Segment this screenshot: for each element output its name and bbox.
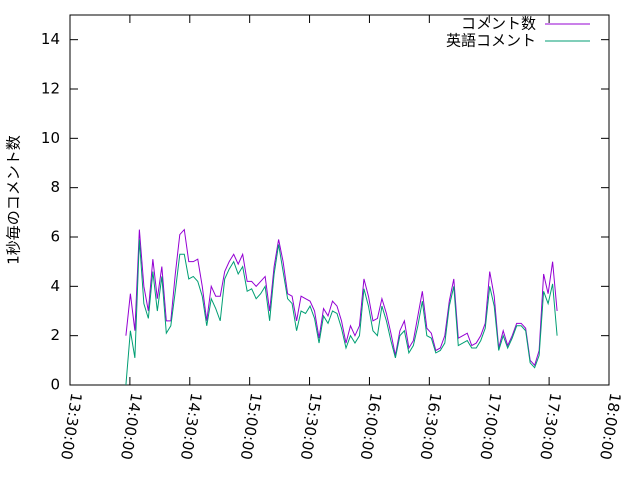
y-tick-label: 6 bbox=[50, 228, 60, 246]
data-line bbox=[125, 239, 558, 386]
x-tick-label: 17:00:00 bbox=[476, 392, 504, 461]
x-tick-label: 14:00:00 bbox=[117, 392, 145, 461]
y-tick-label: 14 bbox=[41, 30, 60, 48]
x-tick-label: 16:00:00 bbox=[357, 392, 385, 461]
legend-label: コメント数 bbox=[461, 15, 536, 33]
y-tick-label: 4 bbox=[50, 277, 60, 295]
y-tick-label: 10 bbox=[41, 129, 60, 147]
x-tick-label: 15:30:00 bbox=[297, 392, 325, 461]
y-axis-label: 1秒毎のコメント数 bbox=[5, 135, 23, 265]
x-tick-label: 15:00:00 bbox=[237, 392, 265, 461]
legend-label: 英語コメント bbox=[446, 32, 536, 50]
x-tick-label: 13:30:00 bbox=[57, 392, 85, 461]
y-tick-label: 8 bbox=[50, 178, 60, 196]
y-tick-label: 2 bbox=[50, 326, 60, 344]
x-tick-label: 14:30:00 bbox=[177, 392, 205, 461]
x-tick-label: 16:30:00 bbox=[416, 392, 444, 461]
y-tick-label: 0 bbox=[50, 376, 60, 394]
plot-frame bbox=[69, 14, 610, 386]
y-tick-label: 12 bbox=[41, 80, 60, 98]
data-line bbox=[125, 228, 558, 367]
x-tick-label: 17:30:00 bbox=[536, 392, 564, 461]
x-tick-label: 18:00:00 bbox=[596, 392, 624, 461]
